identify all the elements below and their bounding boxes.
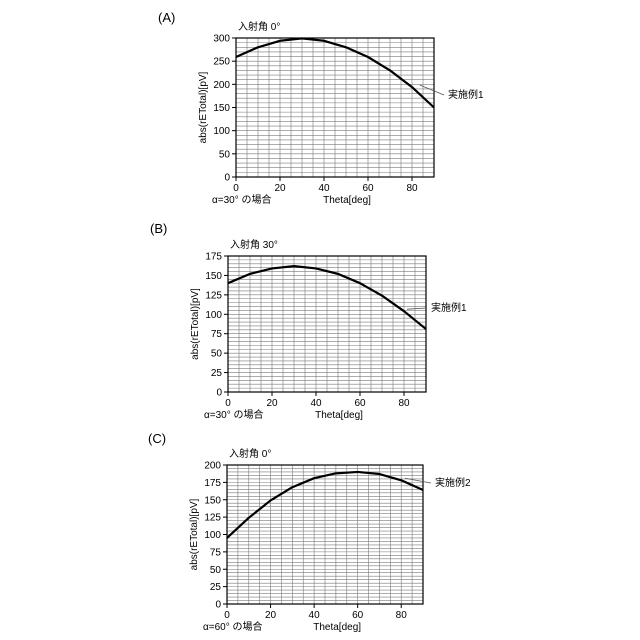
x-tick-label: 60 xyxy=(362,183,374,194)
chart-panel-a: 0 20 40 60 80 0 50 100 150 200 250 300 (A) 入射角 0° Thet… xyxy=(158,10,484,206)
x-tick-label: 60 xyxy=(352,610,364,621)
x-axis-label: Theta[deg] xyxy=(313,622,361,633)
y-tick-label: 150 xyxy=(213,103,230,114)
x-tick-label: 80 xyxy=(406,183,418,194)
y-tick-label: 150 xyxy=(205,271,222,282)
x-tick-label: 20 xyxy=(274,183,286,194)
panel-label: (A) xyxy=(158,10,175,25)
x-tick-label: 0 xyxy=(233,183,239,194)
y-tick-label: 100 xyxy=(205,310,222,321)
chart-title: 入射角 0° xyxy=(229,448,271,460)
panel-label: (C) xyxy=(148,431,166,446)
y-tick-label: 25 xyxy=(210,582,222,593)
chart-title: 入射角 0° xyxy=(238,21,280,33)
x-tick-label: 40 xyxy=(309,610,321,621)
y-tick-label: 50 xyxy=(211,349,223,360)
x-tick-label: 80 xyxy=(396,610,408,621)
x-tick-label: 20 xyxy=(265,610,277,621)
y-tick-label: 0 xyxy=(216,388,222,399)
chart-panel-c: 0 20 40 60 80 0 25 50 75 100 125 150 175 200 (C) 入射角 0°… xyxy=(148,431,471,633)
y-tick-label: 25 xyxy=(211,368,223,379)
x-tick-label: 20 xyxy=(266,398,278,409)
chart-title: 入射角 30° xyxy=(230,239,278,251)
y-tick-label: 0 xyxy=(224,173,230,184)
y-tick-label: 75 xyxy=(210,547,222,558)
x-tick-label: 0 xyxy=(224,610,230,621)
x-axis-label: Theta[deg] xyxy=(315,410,363,421)
y-axis-label: abs(rETotal)[pV] xyxy=(198,71,209,143)
x-tick-label: 80 xyxy=(398,398,410,409)
series-annotation: 実施例1 xyxy=(448,88,484,101)
y-tick-label: 100 xyxy=(204,530,221,541)
chart-panel-b: 0 20 40 60 80 0 25 50 75 100 125 150 175 (B) 入射角 30° Th… xyxy=(150,221,467,421)
x-tick-label: 0 xyxy=(225,398,231,409)
y-tick-label: 150 xyxy=(204,495,221,506)
y-tick-label: 200 xyxy=(213,80,230,91)
condition-note: α=30° の場合 xyxy=(212,193,272,206)
condition-note: α=30° の場合 xyxy=(204,408,264,421)
y-tick-label: 50 xyxy=(210,565,222,576)
y-tick-label: 100 xyxy=(213,126,230,137)
y-tick-label: 200 xyxy=(204,461,221,472)
y-tick-label: 50 xyxy=(219,149,231,160)
x-tick-label: 40 xyxy=(310,398,322,409)
x-tick-label: 40 xyxy=(318,183,330,194)
y-tick-label: 250 xyxy=(213,57,230,68)
y-tick-label: 175 xyxy=(204,478,221,489)
y-axis-label: abs(rETotal)[pV] xyxy=(189,498,200,570)
condition-note: α=60° の場合 xyxy=(203,620,263,633)
series-annotation: 実施例1 xyxy=(431,301,467,314)
y-tick-label: 75 xyxy=(211,329,223,340)
y-tick-label: 125 xyxy=(205,290,222,301)
annotation-leader xyxy=(407,308,427,309)
y-tick-label: 175 xyxy=(205,252,222,263)
x-axis-label: Theta[deg] xyxy=(323,195,371,206)
y-tick-label: 0 xyxy=(215,600,221,611)
series-annotation: 実施例2 xyxy=(435,476,471,489)
y-tick-label: 300 xyxy=(213,34,230,45)
panel-label: (B) xyxy=(150,221,167,236)
x-tick-label: 60 xyxy=(354,398,366,409)
y-axis-label: abs(rETotal)[pV] xyxy=(190,288,201,360)
y-tick-label: 125 xyxy=(204,513,221,524)
